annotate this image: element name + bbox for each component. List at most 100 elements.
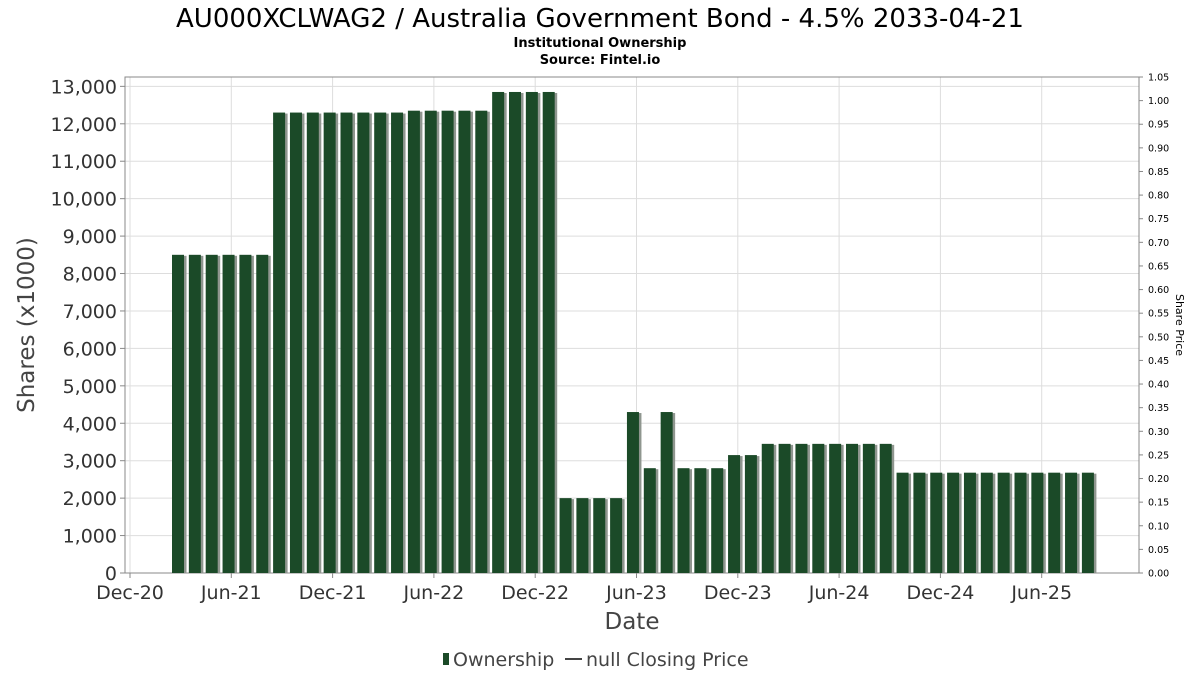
y2-tick-label: 0.80 [1148,191,1169,202]
y-tick-label: 1,000 [63,526,117,548]
chart-source: Source: Fintel.io [540,53,661,68]
y-axis-ticks: 0 1,000 2,000 3,000 4,000 5,000 6,000 7,000 8,00… [51,76,125,585]
y2-tick-label: 0.95 [1148,120,1169,131]
chart-title: AU000XCLWAG2 / Australia Government Bond… [176,4,1024,34]
x-tick-label: Dec-22 [501,582,569,604]
ownership-bar [222,254,235,573]
ownership-bar [374,112,387,574]
y2-tick-label: 0.10 [1148,521,1169,532]
y-tick-label: 13,000 [51,76,117,98]
ownership-bar [340,112,353,574]
ownership-bar [475,110,488,574]
y2-tick-label: 1.05 [1148,73,1169,84]
y2-tick-label: 0.25 [1148,450,1169,461]
ownership-bar [795,443,808,573]
ownership-bar [812,443,825,573]
y-tick-label: 0 [105,563,117,585]
ownership-bar [273,112,286,574]
ownership-bar [980,472,993,573]
y2-tick-label: 0.30 [1148,427,1169,438]
ownership-bar [239,254,252,573]
y-tick-label: 4,000 [63,413,117,435]
ownership-bar [441,110,454,574]
ownership-bar [492,91,505,574]
y2-axis-title: Share Price [1173,294,1186,356]
ownership-bar [256,254,269,573]
ownership-bar [1031,472,1044,573]
ownership-bar [172,254,184,573]
ownership-bar [357,112,370,574]
ownership-bar [610,498,623,573]
ownership-bar [997,472,1010,573]
ownership-bar [744,455,757,573]
y2-tick-label: 0.15 [1148,498,1169,509]
ownership-bar [1048,472,1061,573]
x-tick-label: Jun-21 [200,582,262,604]
ownership-bar [913,472,926,573]
x-tick-label: Dec-23 [704,582,772,604]
y-tick-label: 12,000 [51,114,117,136]
y2-tick-label: 0.50 [1148,332,1169,343]
ownership-bar [576,498,589,573]
y-tick-label: 3,000 [63,451,117,473]
y2-tick-label: 0.55 [1148,309,1169,320]
y2-tick-label: 0.85 [1148,167,1169,178]
ownership-bar [761,443,774,573]
legend-ownership-label: Ownership [453,649,554,671]
ownership-bar [728,455,741,573]
ownership-bar [424,110,437,574]
ownership-bar [829,443,842,573]
y2-tick-label: 0.60 [1148,285,1169,296]
y-tick-label: 10,000 [51,189,117,211]
y2-tick-label: 0.00 [1148,569,1169,580]
ownership-bar [593,498,606,573]
ownership-bar [509,91,521,574]
y2-tick-label: 0.05 [1148,545,1169,556]
ownership-bar [542,91,555,574]
ownership-bar [205,254,218,573]
ownership-bar [963,472,976,573]
y2-axis-ticks: 0.00 0.05 0.10 0.15 0.20 0.25 0.30 0.35 0.40 0.45… [1139,73,1169,580]
x-axis-title: Date [605,609,660,635]
x-tick-label: Dec-21 [299,582,367,604]
ownership-bar [626,412,639,573]
y-tick-label: 6,000 [63,338,117,360]
ownership-bar [1014,472,1027,573]
legend-ownership-swatch [443,653,449,665]
x-tick-label: Jun-25 [1010,582,1072,604]
ownership-bar [896,472,909,573]
y2-tick-label: 0.65 [1148,261,1169,272]
x-tick-label: Jun-22 [403,582,465,604]
ownership-bar [643,468,656,573]
x-tick-label: Dec-24 [906,582,974,604]
y2-tick-label: 0.70 [1148,238,1169,249]
y2-tick-label: 1.00 [1148,96,1169,107]
y2-tick-label: 0.45 [1148,356,1169,367]
ownership-bar [694,468,707,573]
y-tick-label: 2,000 [63,488,117,510]
ownership-bar [323,112,336,574]
ownership-bar [862,443,875,573]
legend-price-label: null Closing Price [586,649,749,671]
y-tick-label: 8,000 [63,264,117,286]
ownership-bar [391,112,404,574]
legend: Ownership null Closing Price [443,649,749,671]
ownership-bar [879,443,892,573]
x-tick-label: Jun-24 [808,582,870,604]
ownership-bar [525,91,538,574]
y-tick-label: 11,000 [51,151,117,173]
y2-tick-label: 0.90 [1148,143,1169,154]
x-tick-label: Dec-20 [96,582,164,604]
ownership-bar [1065,472,1078,573]
ownership-bars [172,91,1097,574]
chart-subtitle: Institutional Ownership [514,36,687,51]
ownership-bar [660,412,673,573]
x-axis-ticks: Dec-20 Jun-21 Dec-21 Jun-22 Dec-22 Jun-23 Dec-… [96,573,1072,604]
ownership-bar [407,110,420,574]
ownership-bar [947,472,960,573]
y2-tick-label: 0.35 [1148,403,1169,414]
x-tick-label: Jun-23 [605,582,667,604]
ownership-bar [306,112,319,574]
ownership-bar [559,498,572,573]
